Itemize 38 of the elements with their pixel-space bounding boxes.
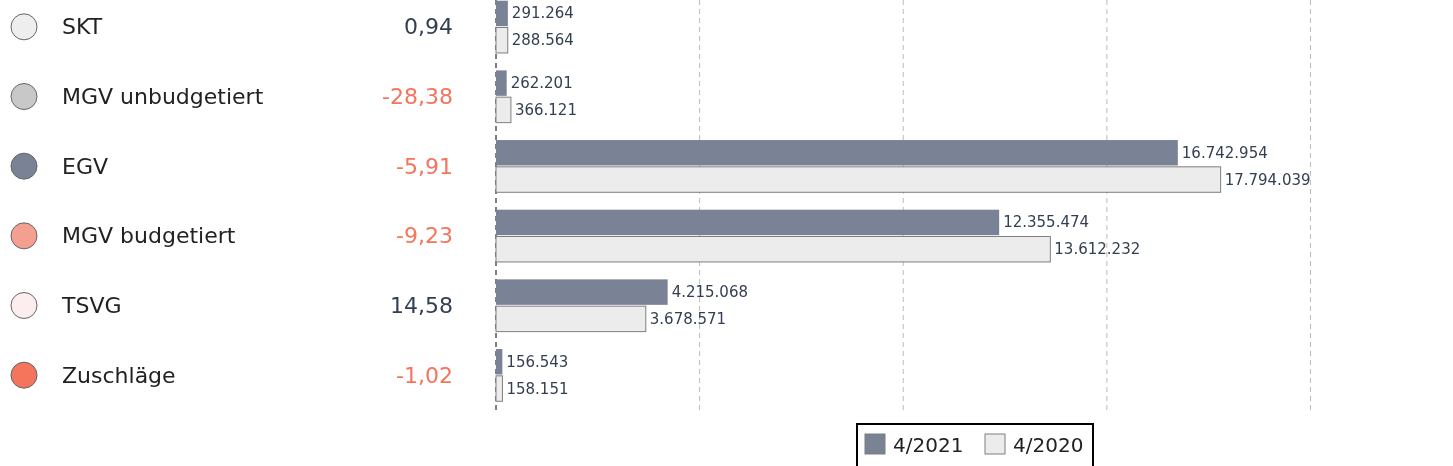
data-label: 158.151 bbox=[506, 379, 569, 398]
data-label: 288.564 bbox=[511, 31, 574, 50]
bar bbox=[495, 27, 509, 54]
data-label: 156.543 bbox=[506, 352, 569, 371]
data-label: 4.215.068 bbox=[671, 283, 748, 302]
data-label: 291.264 bbox=[511, 4, 574, 23]
bar bbox=[495, 166, 1222, 193]
data-label: 16.742.954 bbox=[1181, 143, 1268, 162]
data-label: 262.201 bbox=[510, 74, 573, 93]
bar bbox=[496, 209, 1000, 236]
legend-label: 4/2021 bbox=[893, 433, 964, 457]
bar bbox=[496, 0, 508, 27]
bar bbox=[495, 305, 647, 333]
bar bbox=[495, 375, 503, 402]
bar bbox=[495, 96, 512, 124]
bar bbox=[495, 236, 1051, 263]
text: -1,02 bbox=[396, 362, 453, 388]
y-tick-label: MGV unbudgetiert bbox=[62, 84, 264, 109]
bar bbox=[496, 140, 1178, 166]
data-label: 12.355.474 bbox=[1003, 213, 1090, 232]
legend-label: 4/2020 bbox=[1013, 433, 1084, 457]
y-tick-label: EGV bbox=[62, 153, 108, 179]
bar bbox=[496, 349, 503, 375]
y-tick-label: SKT bbox=[62, 14, 103, 40]
text: -28,38 bbox=[382, 84, 453, 109]
text: 0,94 bbox=[404, 14, 453, 40]
bar bbox=[496, 70, 507, 96]
data-label: 366.121 bbox=[514, 100, 577, 119]
data-label: 13.612.232 bbox=[1054, 240, 1141, 259]
text: -9,23 bbox=[396, 223, 453, 249]
y-tick-label: MGV budgetiert bbox=[62, 223, 236, 249]
text: 14,58 bbox=[390, 293, 453, 318]
data-label: 3.678.571 bbox=[649, 309, 727, 328]
y-tick-label: TSVG bbox=[61, 293, 122, 318]
y-tick-label: Zuschläge bbox=[62, 362, 176, 388]
text: -5,91 bbox=[396, 153, 453, 179]
data-label: 17.794.039 bbox=[1224, 170, 1311, 189]
bar bbox=[496, 279, 668, 305]
